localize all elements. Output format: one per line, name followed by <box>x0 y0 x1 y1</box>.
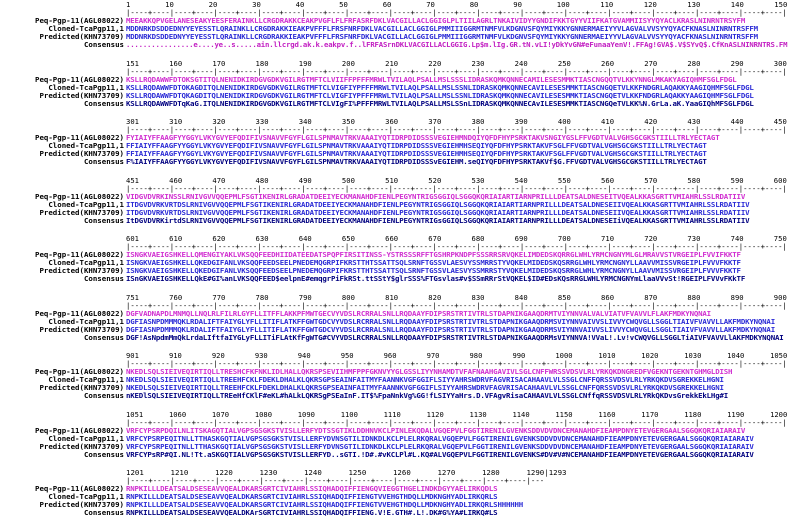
seq-predicted-khn73709: ITDGVDVRKVRTDSLRNIVGVVQQEPMLFSGTIKENIRLG… <box>126 207 750 217</box>
seq-cloned-tcapgp11: FFIAIYFFAAGFYYGGYLVKYGVYEFQDIFIVSNAVVFGY… <box>126 141 707 150</box>
alignment-block: 1 10 20 30 40 50 60 70 80 90 100 110 120… <box>0 1 789 60</box>
row-label: Peq-Pgp-11(AGL08022) <box>35 74 124 84</box>
alignment-block: 451 460 470 480 490 500 510 520 530 540 … <box>0 175 789 236</box>
seq-predicted-khn73709: FFIAIYFFAAGFYYGGYLVKYGVYEFQDIFIVSNAVVFGY… <box>126 149 707 158</box>
consensus-row: RNPKILLLDEATSALDSESEAVVQEALDKArSGRTCIVIA… <box>126 508 498 517</box>
row-label: Cloned-TcaPgp11,1 <box>48 24 124 33</box>
alignment-block: 151 160 170 180 190 200 210 220 230 240 … <box>0 58 789 119</box>
row-label: Predicted(KHN73709) <box>39 383 124 392</box>
row-label: Consensus <box>83 449 124 459</box>
row-label: Cloned-TcaPgp11,1 <box>48 141 124 150</box>
row-label: Consensus <box>83 215 124 225</box>
row-label: Consensus <box>83 508 124 517</box>
ruler-ticks: |----+----|----+----|----+----|----+----… <box>126 66 787 76</box>
row-label: Cloned-TcaPgp11,1 <box>48 492 124 501</box>
seq-predicted-khn73709: NKEDLSQLSIEIVEQIRTIQLLTREEHFCKLFDEKLDHAL… <box>126 383 724 392</box>
position-ruler: 151 160 170 180 190 200 210 220 230 240 … <box>126 58 787 68</box>
row-label: Cloned-TcaPgp11,1 <box>48 82 124 92</box>
row-label: Predicted(KHN73709) <box>39 149 124 158</box>
consensus-row: nKEDlSQLSIEIVEQIRTIQLLTREeHfCKlF#eKL#hAL… <box>126 391 729 400</box>
alignment-block: 301 310 320 330 340 350 360 370 380 390 … <box>0 118 789 177</box>
alignment-block: 901 910 920 930 940 950 960 970 980 990 … <box>0 352 789 411</box>
seq-peq-pgp11: MEEAKKQPVGELANESEAKYEESFERAINKLLCRGDRAKK… <box>126 16 746 25</box>
position-ruler: 1051 1060 1070 1080 1090 1100 1110 1120 … <box>126 409 788 419</box>
row-label: Cloned-TcaPgp11,1 <box>48 316 124 326</box>
row-label: Predicted(KHN73709) <box>39 207 124 217</box>
row-label: Cloned-TcaPgp11,1 <box>48 258 124 267</box>
row-label: Cloned-TcaPgp11,1 <box>48 433 124 443</box>
seq-predicted-khn73709: KSLLRQDAWWFDTQKAGDITQLNENIDKIRDGVGDKVGIL… <box>126 90 754 100</box>
position-ruler: 1201 1210 1220 1230 1240 1250 1260 1270 … <box>126 468 567 477</box>
seq-peq-pgp11: VIDGVDVRKINSSLRNIVGVVQQEPMLFSGTIKENIRLGR… <box>126 191 746 201</box>
row-label: Predicted(KHN73709) <box>39 90 124 100</box>
row-label: Predicted(KHN73709) <box>39 441 124 451</box>
seq-peq-pgp11: NKEDLSQLSIEIVEQIRTIQLLTRESHCFKFNKLIDLHAL… <box>126 367 733 376</box>
seq-peq-pgp11: RNPKILLLDEATSALDSESEAVVQEALDKARSGRTCIVIA… <box>126 484 498 493</box>
row-label: Consensus <box>83 391 124 400</box>
seq-cloned-tcapgp11: RNPKILLLDEATSALDSESEAVVQEALDKARSGRTCIVIA… <box>126 492 498 501</box>
seq-cloned-tcapgp11: ITDGVDVRKVRTDSLRNIVGVVQQEPMLFSGTIKENIRLG… <box>126 199 750 209</box>
seq-predicted-khn73709: ISNGKVAEIGSHKELLQKEDGIFANLVKSQQFEEDSEELP… <box>126 266 741 275</box>
consensus-row: KSLLRQDAWWFDTqKaG.ITQLNENIDKIRDGVGDKVGIL… <box>126 98 754 108</box>
position-ruler: 451 460 470 480 490 500 510 520 530 540 … <box>126 175 787 185</box>
consensus-row: DGF!AsNpdmMmQkLrdaLIftfaIYGLyFLLITiFLAtK… <box>126 332 784 342</box>
row-label: Consensus <box>83 40 124 49</box>
alignment-block: 1201 1210 1220 1230 1240 1250 1260 1270 … <box>0 469 789 528</box>
consensus-row: ................e....ye..s.....ain.llcrg… <box>126 40 788 49</box>
ruler-ticks: |----+----|----+----|----+----|----+----… <box>126 300 787 310</box>
alignment-block: 601 610 620 630 640 650 660 670 680 690 … <box>0 235 789 294</box>
row-label: Peq-Pgp-11(AGL08022) <box>35 250 124 259</box>
row-label: Predicted(KHN73709) <box>39 500 124 509</box>
row-label: Cloned-TcaPgp11,1 <box>48 375 124 384</box>
position-ruler: 901 910 920 930 940 950 960 970 980 990 … <box>126 351 788 360</box>
consensus-row: ISnGKVAEIGSHKELLQkE#GI%anLVKSQQFEED$eelp… <box>126 274 746 283</box>
ruler-ticks: |----+----|----+----|----+----|----+----… <box>126 8 787 17</box>
seq-cloned-tcapgp11: MDDNRKDSDDEDNYYEYESSTLQRAINKLLCRGDRAKKIE… <box>126 24 758 33</box>
row-label: Peq-Pgp-11(AGL08022) <box>35 367 124 376</box>
seq-predicted-khn73709: VRFCYPSRPEQITNLLTTHASKGQTIALVGPSGSGKSTVI… <box>126 441 754 451</box>
seq-cloned-tcapgp11: NKEDLSQLSIEIVEQIRTIQLLTREEHFCKLFDEKLDHAL… <box>126 375 724 384</box>
row-label: Predicted(KHN73709) <box>39 266 124 275</box>
row-label: Consensus <box>83 98 124 108</box>
seq-peq-pgp11: KSLLRQDAWWFDTOKSGTITQLNENIDKIRDGVGDKVGIL… <box>126 74 737 84</box>
position-ruler: 1 10 20 30 40 50 60 70 80 90 100 110 120… <box>126 0 788 9</box>
seq-predicted-khn73709: MDDNRKDSDDEDNYYEYESSTLQRAINKLLCRGDRAKKIE… <box>126 32 758 41</box>
alignment-block: 751 760 770 780 790 800 810 820 830 840 … <box>0 292 789 353</box>
row-label: Consensus <box>83 274 124 283</box>
ruler-ticks: |----+----|----+----|----+----|----+----… <box>126 359 787 368</box>
row-label: Predicted(KHN73709) <box>39 32 124 41</box>
row-label: Peq-Pgp-11(AGL08022) <box>35 133 124 142</box>
row-label: Consensus <box>83 332 124 342</box>
consensus-row: F%IAIYFFAAGFYYGGYLVKYGVYEFQDIFIVSNAVVFGY… <box>126 157 707 166</box>
ruler-ticks: |----+----|----+----|----+----|----+----… <box>126 183 787 193</box>
ruler-ticks: |----+----|----+----|----+----|----+----… <box>126 476 545 485</box>
row-label: Peq-Pgp-11(AGL08022) <box>35 425 124 435</box>
seq-peq-pgp11: DGFVADNAPDLMNMQLLNQLRLFILRLGYFLLITFFLAKK… <box>126 308 711 318</box>
position-ruler: 601 610 620 630 640 650 660 670 680 690 … <box>126 234 787 243</box>
seq-predicted-khn73709: DGFIASNPDMMMQKLRDALIFTFAIYGLYFLLITIFLATK… <box>126 324 775 334</box>
row-label: Predicted(KHN73709) <box>39 324 124 334</box>
ruler-ticks: |----+----|----+----|----+----|----+----… <box>126 125 787 134</box>
alignment-block: 1051 1060 1070 1080 1090 1100 1110 1120 … <box>0 409 789 470</box>
seq-cloned-tcapgp11: VRFCYPSRPEQITNLLTTHASKGQTIALVGPSGSGKSTVI… <box>126 433 754 443</box>
seq-cloned-tcapgp11: ISNGKVAEIGSHKELLQKEDGIFANLVKSQQFEEDSEELP… <box>126 258 741 267</box>
row-label: Peq-Pgp-11(AGL08022) <box>35 308 124 318</box>
position-ruler: 751 760 770 780 790 800 810 820 830 840 … <box>126 292 787 302</box>
row-label: Peq-Pgp-11(AGL08022) <box>35 16 124 25</box>
row-label: Peq-Pgp-11(AGL08022) <box>35 191 124 201</box>
consensus-row: VRFCYPsRP#QI.NL!Tt.aSKGQTIALVGPSGSGKSTVI… <box>126 449 754 459</box>
ruler-ticks: |----+----|----+----|----+----|----+----… <box>126 242 787 251</box>
seq-cloned-tcapgp11: KSLLRQDAWWFDTOKAGDITQLNENIDKIRDGVGDKVGIL… <box>126 82 754 92</box>
seq-peq-pgp11: ISNGKVAEIGSHKELLQMENGIYAKLVKSQQFEEDHIIDA… <box>126 250 741 259</box>
ruler-ticks: |----+----|----+----|----+----|----+----… <box>126 417 787 427</box>
seq-peq-pgp11: FYIAIYFFAAGFYYGGYLVKYGVYEFQDIFIVSNAVVFGY… <box>126 133 720 142</box>
position-ruler: 301 310 320 330 340 350 360 370 380 390 … <box>126 117 787 126</box>
seq-predicted-khn73709: RNPKILLLDEATSALDSESEAVVQEALDKARSGRTCIVIA… <box>126 500 524 509</box>
row-label: Cloned-TcaPgp11,1 <box>48 199 124 209</box>
seq-peq-pgp11: VRFCYPSRPDQILNLITSKAGQTIALVGPSGSGKSTVISL… <box>126 425 746 435</box>
seq-cloned-tcapgp11: DGFIASNPDMMMQKLRDALIFTFAIYGLYFLLITIFLATK… <box>126 316 775 326</box>
row-label: Peq-Pgp-11(AGL08022) <box>35 484 124 493</box>
consensus-row: ItDGVDVRKirtdSLRNIVGVVQQEPMLFSGTIKENIRLG… <box>126 215 750 225</box>
row-label: Consensus <box>83 157 124 166</box>
